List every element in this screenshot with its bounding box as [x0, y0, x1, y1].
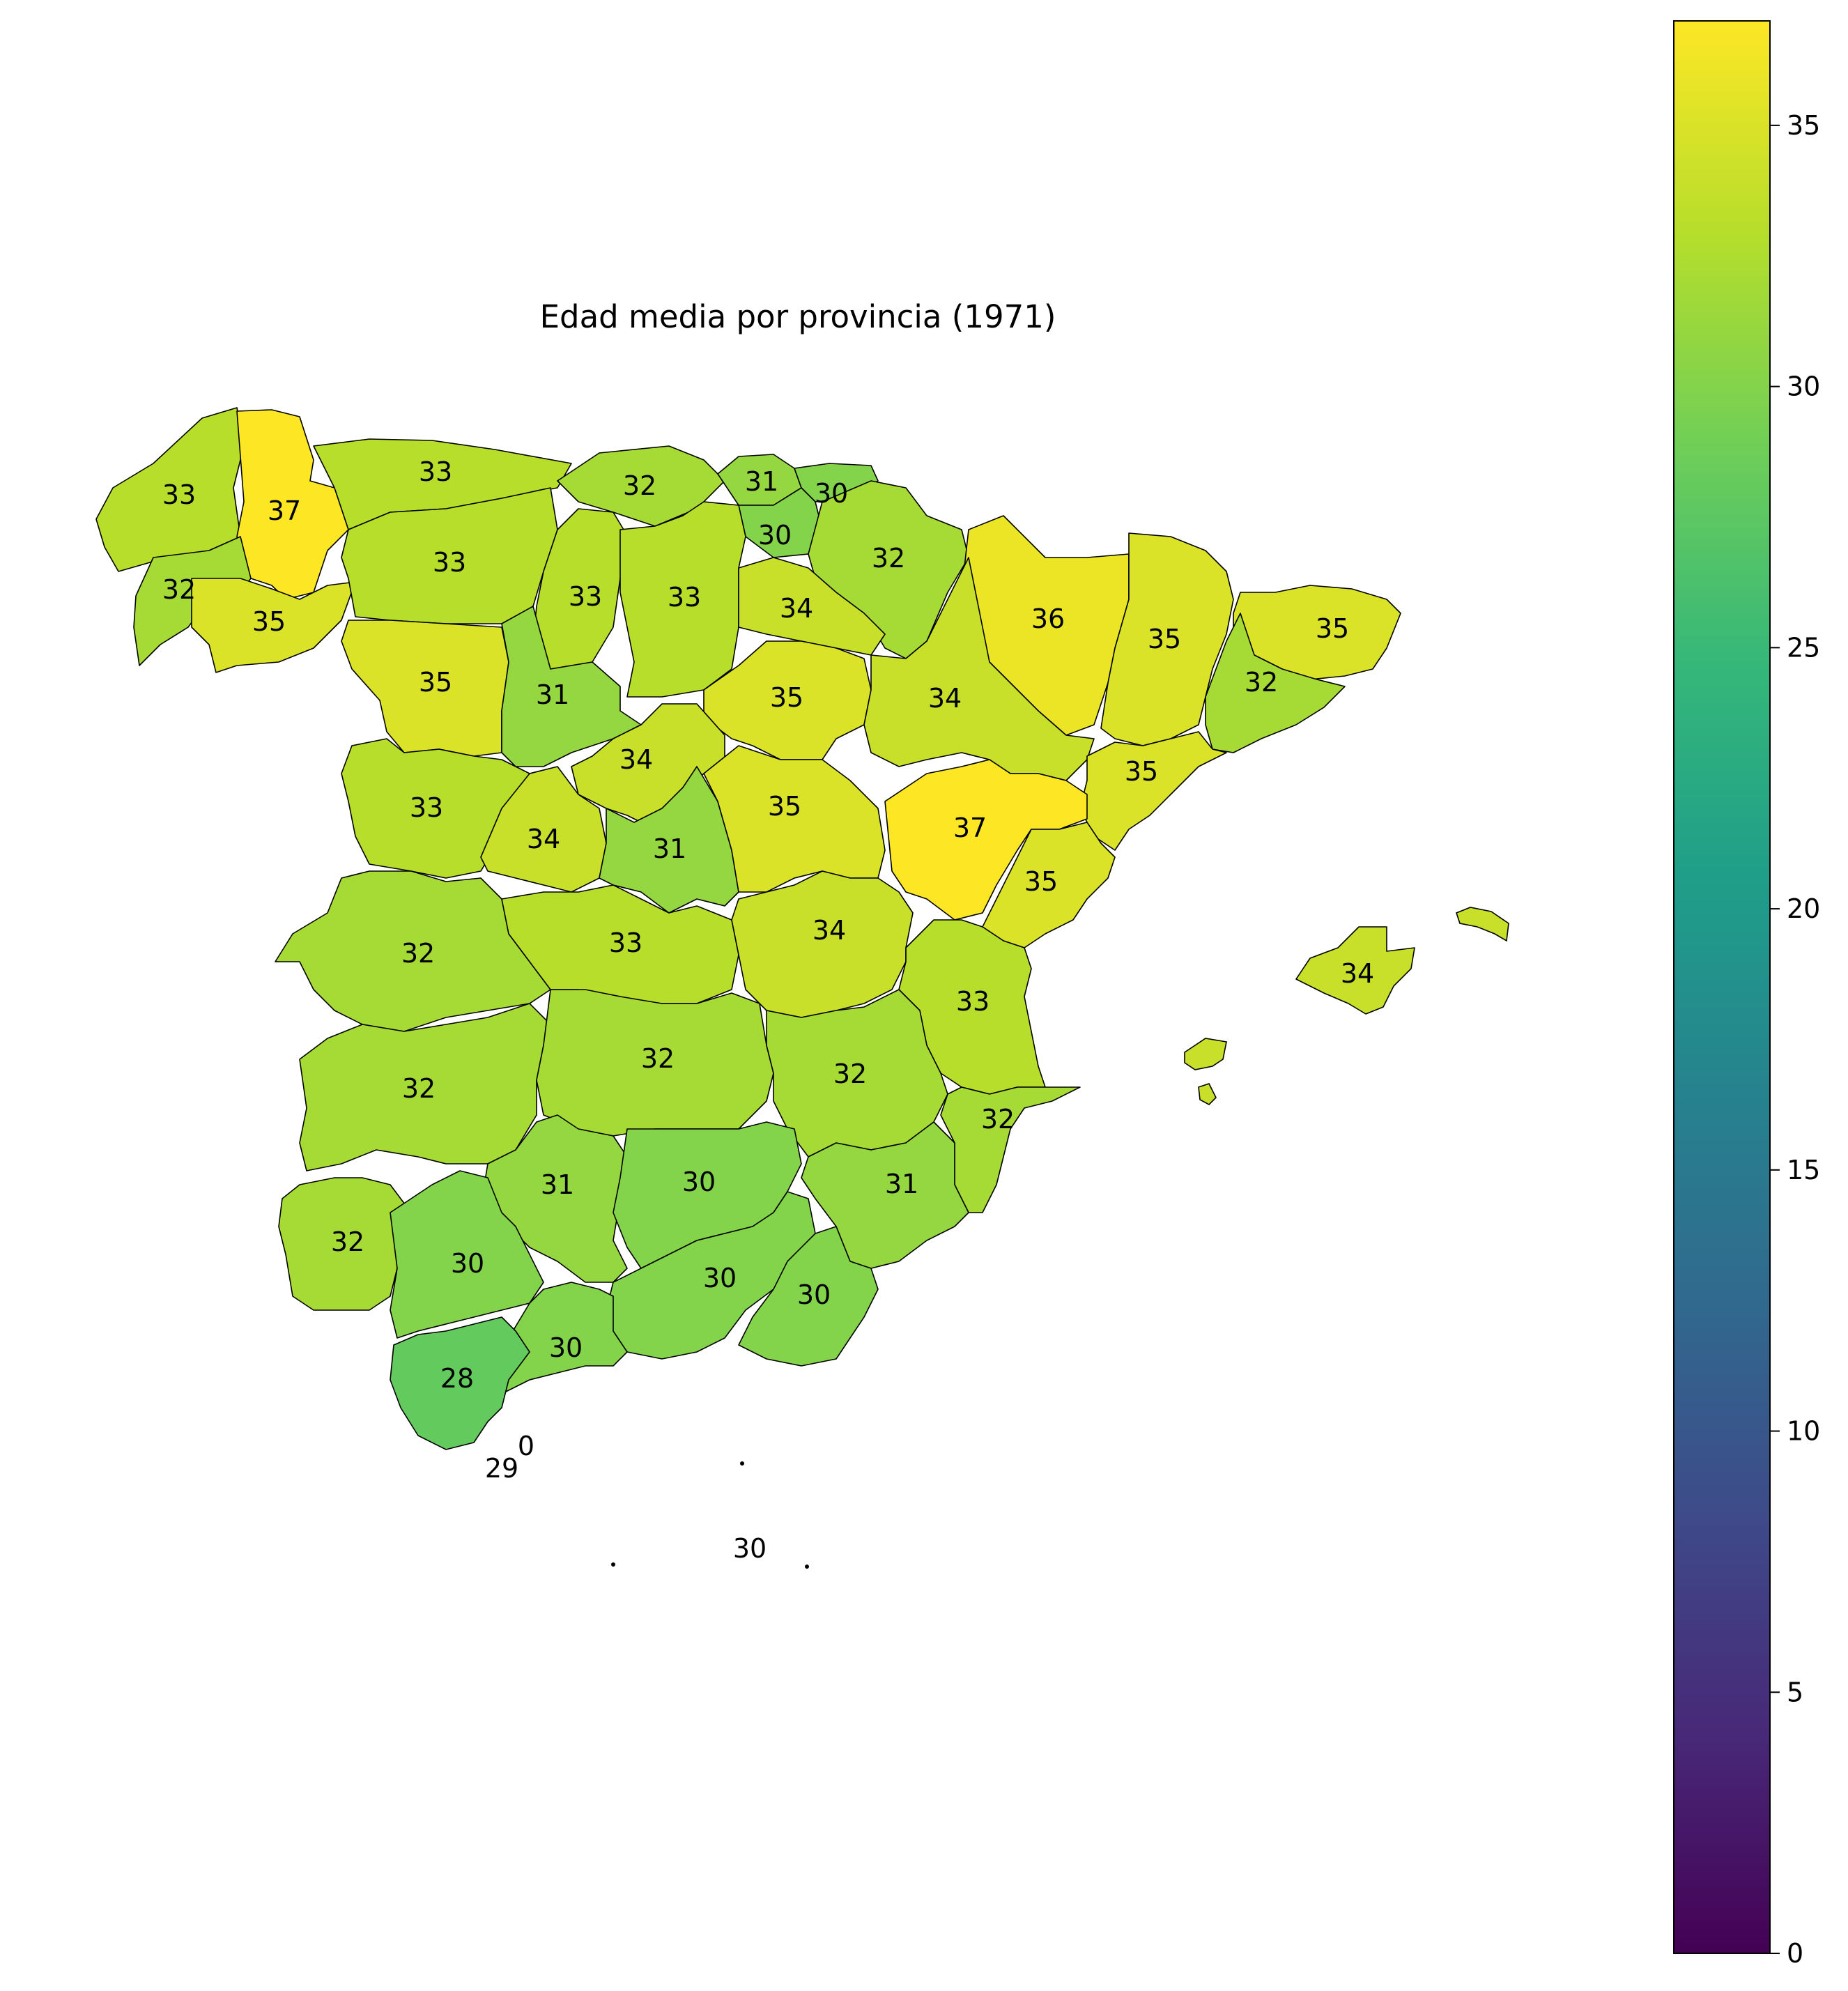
enclave-dot-1	[740, 1461, 744, 1466]
value-label-navarra: 32	[872, 543, 905, 574]
colorbar-gradient	[1673, 20, 1771, 1954]
island-shape-1	[1456, 907, 1509, 942]
value-label-ourense: 35	[252, 606, 286, 637]
value-label-illes-balears: 34	[1341, 958, 1374, 989]
colorbar-tick-label: 5	[1787, 1677, 1803, 1707]
value-label-cantabria: 32	[623, 470, 656, 501]
value-label-valladolid: 31	[536, 679, 569, 710]
province-tarragona	[1079, 731, 1227, 851]
value-label-gipuzkoa: 30	[815, 478, 848, 509]
value-label-valencia: 33	[956, 986, 990, 1017]
value-label-sevilla: 30	[451, 1248, 484, 1279]
value-label-a-coruna: 33	[162, 479, 196, 510]
value-label-jaen: 30	[682, 1167, 716, 1197]
province-ourense	[191, 578, 356, 673]
value-label-cadiz: 28	[440, 1363, 474, 1394]
province-almeria	[738, 1226, 879, 1367]
value-label-murcia: 31	[885, 1169, 918, 1199]
value-label-ciudad-real: 32	[641, 1043, 675, 1074]
province-illes-balears	[1295, 926, 1415, 1015]
province-palencia	[532, 508, 624, 670]
province-a-coruna	[95, 407, 245, 572]
colorbar-tick-label: 15	[1787, 1155, 1820, 1185]
colorbar-tick-label: 30	[1787, 371, 1820, 402]
value-label-lleida: 35	[1148, 624, 1181, 654]
value-labels-layer: 33 37 33 32 31 30 30 32 32 35 33 33 33 34 36 35 35 32 35 31…	[162, 456, 1374, 1564]
enclave-dot-2	[611, 1562, 615, 1567]
value-label-girona: 35	[1316, 613, 1349, 644]
province-lleida	[1100, 532, 1234, 746]
value-label-almeria: 30	[797, 1279, 831, 1310]
provinces-layer	[95, 407, 1509, 1569]
value-label-cordoba: 31	[541, 1169, 574, 1200]
value-label-la-rioja: 34	[780, 593, 813, 624]
enclave-dot-3	[805, 1565, 809, 1569]
province-ciudad-real	[536, 989, 774, 1137]
province-cantabria	[557, 445, 725, 527]
value-label-malaga: 30	[549, 1332, 583, 1363]
province-alicante	[940, 1086, 1081, 1213]
value-label-leon: 33	[433, 547, 466, 578]
island-shape-2	[1184, 1038, 1227, 1070]
province-caceres	[275, 870, 551, 1032]
value-label-castellon: 35	[1024, 866, 1058, 897]
value-label-araba-alava: 30	[758, 520, 792, 551]
province-la-rioja	[738, 557, 886, 656]
value-label-madrid: 31	[653, 833, 686, 864]
colorbar-tick-label: 20	[1787, 893, 1820, 924]
province-barcelona	[1205, 613, 1346, 753]
value-label-tarragona: 35	[1125, 756, 1158, 787]
value-label-ceuta: 0	[518, 1431, 534, 1461]
province-cadiz	[390, 1316, 530, 1450]
value-label-guadalajara: 35	[768, 791, 801, 822]
value-label-teruel: 37	[953, 813, 987, 843]
value-label-huesca: 36	[1031, 604, 1065, 634]
colorbar-tick-label: 10	[1787, 1416, 1820, 1447]
colorbar-tick-label: 0	[1787, 1938, 1803, 1969]
value-label-lugo: 37	[268, 495, 301, 526]
value-label-ceuta-gibraltar: 29	[485, 1453, 518, 1484]
value-label-burgos: 33	[668, 582, 701, 613]
value-label-albacete: 32	[833, 1059, 867, 1089]
value-label-salamanca: 33	[410, 792, 443, 823]
value-label-toledo: 33	[609, 928, 642, 958]
value-label-alicante: 32	[981, 1104, 1015, 1135]
province-sevilla	[390, 1170, 544, 1339]
value-label-caceres: 32	[401, 938, 435, 969]
value-label-badajoz: 32	[402, 1073, 436, 1104]
province-toledo	[501, 884, 739, 1004]
value-label-asturias: 33	[419, 456, 452, 487]
colorbar-tick-label: 35	[1787, 110, 1820, 141]
province-badajoz	[299, 1003, 551, 1171]
value-label-huelva: 32	[331, 1227, 364, 1257]
island-shape-3	[1198, 1083, 1217, 1105]
value-label-soria: 35	[770, 682, 803, 713]
value-label-granada: 30	[703, 1263, 737, 1293]
province-castellon	[982, 822, 1116, 948]
colorbar: 0 5 10 15 20 25 30 35	[1673, 20, 1820, 1969]
colorbar-tick-label: 25	[1787, 632, 1820, 663]
value-label-cuenca: 34	[813, 915, 846, 946]
province-zaragoza	[863, 557, 1095, 781]
value-label-segovia: 34	[619, 744, 653, 775]
province-huelva	[278, 1177, 412, 1311]
value-label-pontevedra: 32	[162, 574, 196, 605]
value-label-melilla: 30	[733, 1533, 767, 1564]
value-label-barcelona: 32	[1245, 667, 1278, 698]
province-madrid	[599, 766, 739, 914]
value-label-zamora: 35	[419, 667, 452, 698]
value-label-palencia: 33	[569, 581, 602, 612]
value-label-bizkaia: 31	[745, 466, 778, 497]
province-murcia	[801, 1121, 969, 1269]
value-label-zaragoza: 34	[928, 683, 962, 714]
value-label-avila: 34	[527, 824, 560, 854]
map-title: Edad media por provincia (1971)	[539, 298, 1056, 335]
